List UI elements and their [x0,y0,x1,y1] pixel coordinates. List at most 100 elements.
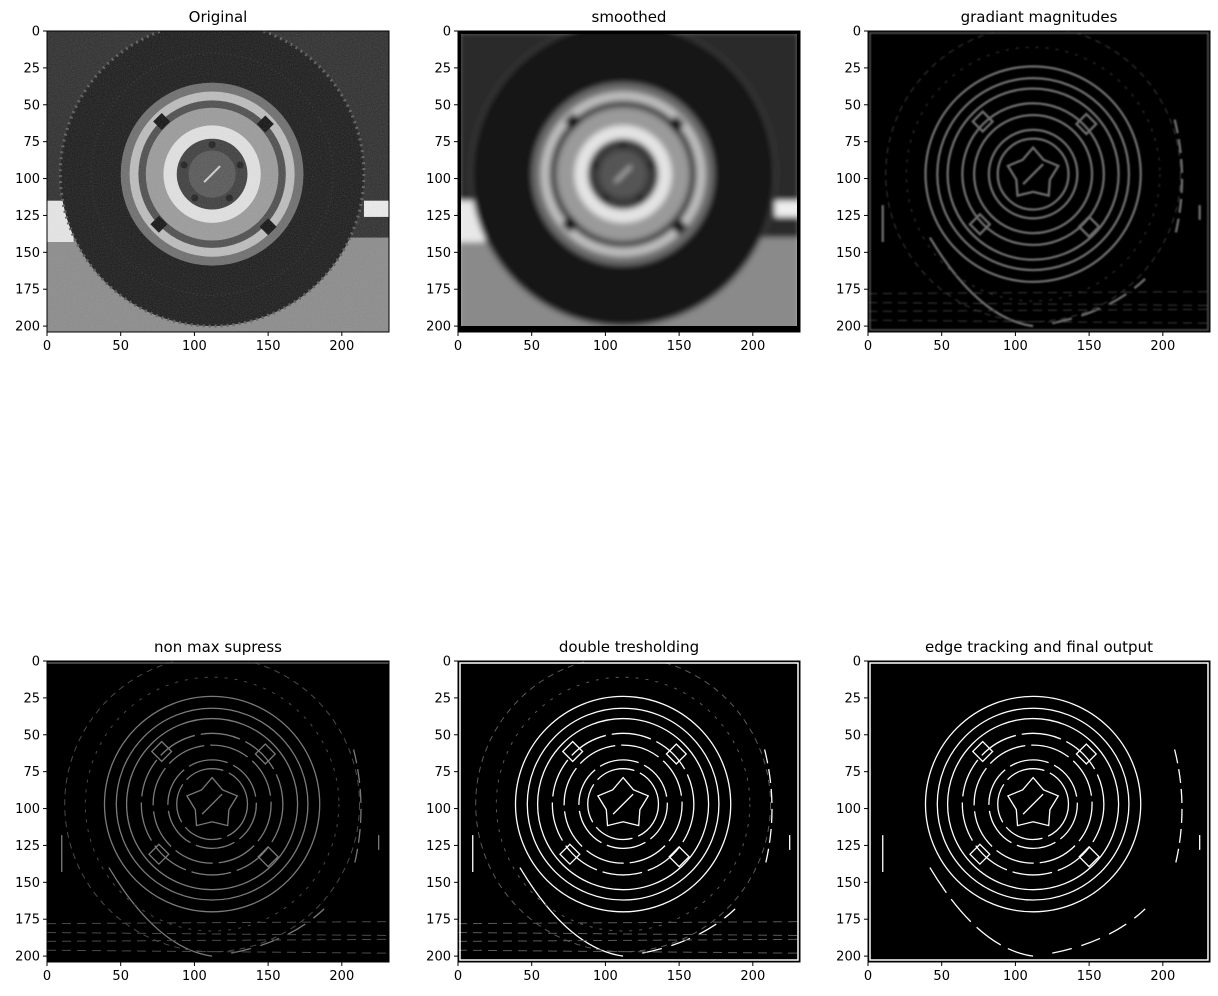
edge-background [47,661,389,962]
x-tick-label: 200 [1150,969,1175,984]
y-tick-label: 175 [15,913,40,928]
x-tick-label: 0 [43,339,51,354]
y-tick-label: 150 [15,246,40,261]
edge-ring [988,759,1078,850]
edge-hub [596,776,650,827]
y-tick-label: 200 [836,950,861,965]
x-tick-label: 200 [329,969,354,984]
x-tick-label: 100 [593,339,618,354]
axes-frame [867,30,1211,333]
x-tick-label: 100 [593,969,618,984]
edge-slot [148,843,170,866]
y-tick-label: 50 [844,98,861,113]
y-tick-label: 25 [434,61,451,76]
subplot-image [47,31,389,332]
edge-image-border [869,662,1209,961]
x-tick-label: 200 [329,339,354,354]
x-tick-label: 50 [523,969,540,984]
edge-tire-bottom [231,908,325,954]
subplot-title: smoothed [592,8,667,26]
y-tick-label: 125 [836,209,861,224]
edge-slot [1077,215,1101,239]
y-tick-label: 100 [836,802,861,817]
edge-slot [254,743,277,765]
y-tick-label: 75 [23,135,40,150]
edge-ring [973,744,1093,864]
rim-slot [564,113,582,130]
rim-slot [667,115,685,133]
edge-ring [924,695,1142,913]
edge-ring [936,77,1131,272]
x-tick-label: 0 [864,969,872,984]
edge-slot [561,740,584,763]
weak-edge-ground [458,938,800,942]
subplot-image [458,31,800,332]
y-tick-label: 150 [426,876,451,891]
x-tick-label: 0 [454,969,462,984]
y-tick-label: 0 [853,655,861,670]
y-tick-label: 125 [15,839,40,854]
weak-edge-ground [458,921,800,925]
edge-hub [1006,145,1061,198]
edge-image-border [459,662,799,961]
edge-ring [103,695,321,913]
y-tick-label: 0 [32,25,40,40]
edge-ring [987,128,1079,220]
edge-tire-left [108,867,213,957]
edge-hub-mark [201,793,223,815]
y-tick-label: 200 [15,320,40,335]
weak-edge-ground [868,301,1210,306]
edge-ring [551,732,695,876]
weak-edge-ground [47,949,389,954]
edge-slot [1075,743,1098,765]
y-tick-label: 100 [836,172,861,187]
edge-ring [946,87,1120,261]
y-tick-label: 125 [426,209,451,224]
y-tick-label: 125 [836,839,861,854]
edge-ring [167,759,257,850]
axes-frame [867,660,1211,963]
x-tick-label: 150 [667,969,692,984]
edge-tire-left [519,867,624,957]
y-tick-label: 175 [836,283,861,298]
x-tick-label: 50 [112,969,129,984]
edge-tire-right [1173,749,1183,868]
weak-edge-ground [868,291,1210,295]
axes-frame [46,660,390,963]
edge-slot [668,845,690,868]
edge-ring [936,707,1130,901]
edge-ring [996,137,1070,211]
edge-slot [971,109,995,134]
edge-ring [961,102,1106,247]
subplot-title: Original [189,8,248,26]
edge-background [868,31,1210,332]
edge-slot [971,740,994,763]
tire-tread [469,31,777,328]
edge-slot [665,743,688,765]
lug-nut [619,141,627,149]
y-tick-label: 150 [836,876,861,891]
subplot-image [868,661,1210,962]
edge-ring [961,732,1105,876]
edge-slot [150,740,173,763]
weak-edge-ground [868,308,1210,312]
subplot-title: double tresholding [559,638,699,656]
y-tick-label: 100 [426,172,451,187]
lug-nut [591,161,599,169]
x-tick-label: 50 [523,339,540,354]
x-tick-label: 0 [864,339,872,354]
x-tick-label: 150 [667,339,692,354]
x-tick-label: 200 [740,339,765,354]
y-tick-label: 25 [23,61,40,76]
y-tick-label: 200 [15,950,40,965]
edge-slot [969,843,991,866]
x-tick-label: 150 [1077,339,1102,354]
x-tick-label: 0 [43,969,51,984]
edge-ring [176,768,249,841]
y-tick-label: 175 [426,283,451,298]
y-tick-label: 125 [426,839,451,854]
weak-edge-ground [868,319,1210,324]
